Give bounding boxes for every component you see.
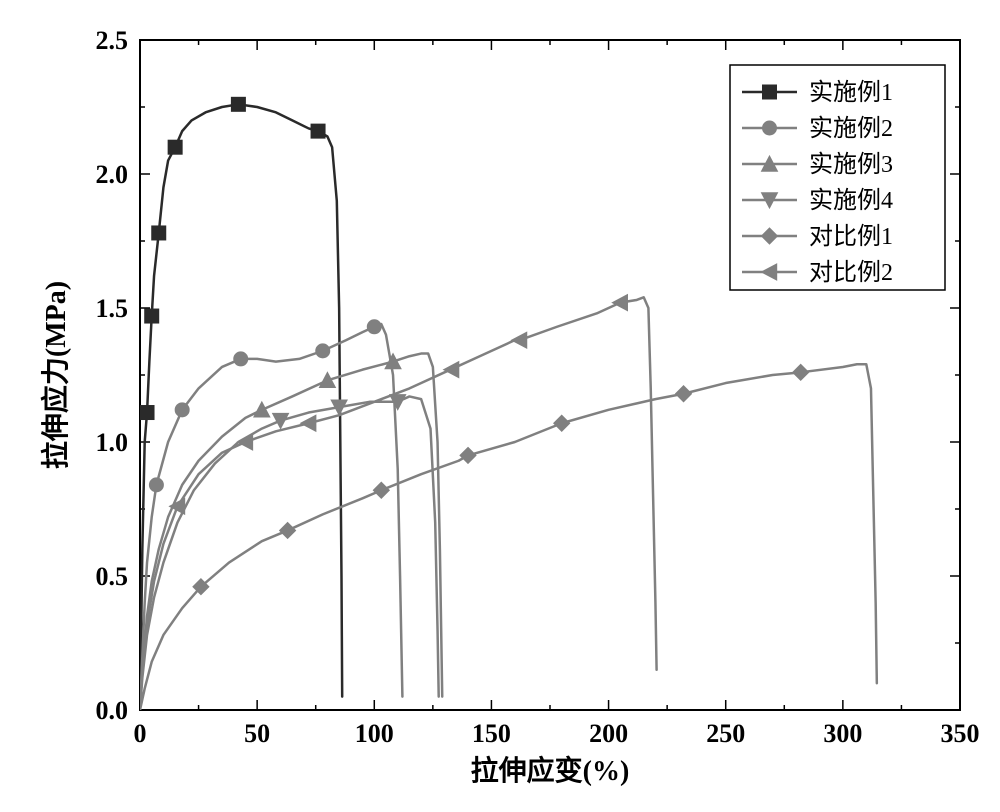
legend-label-2: 实施例3 — [809, 151, 893, 178]
legend-label-4: 对比例1 — [809, 223, 893, 250]
svg-text:300: 300 — [823, 719, 862, 748]
y-axis-label: 拉伸应力(MPa) — [39, 281, 72, 469]
legend-label-0: 实施例1 — [809, 79, 893, 106]
svg-text:2.5: 2.5 — [96, 26, 129, 55]
svg-text:0.0: 0.0 — [96, 696, 129, 725]
svg-text:2.0: 2.0 — [96, 160, 129, 189]
legend-label-1: 实施例2 — [809, 115, 893, 142]
svg-text:350: 350 — [941, 719, 980, 748]
svg-text:0.5: 0.5 — [96, 562, 129, 591]
legend-label-5: 对比例2 — [809, 259, 893, 286]
chart-container: 0 50 100 150 200 250 300 350 0.0 0.5 1.0 1.5 2.0 2.5 拉… — [20, 20, 980, 792]
x-axis-label: 拉伸应变(%) — [471, 754, 630, 787]
svg-text:0: 0 — [134, 719, 147, 748]
svg-text:150: 150 — [472, 719, 511, 748]
svg-text:50: 50 — [244, 719, 270, 748]
svg-text:100: 100 — [355, 719, 394, 748]
stress-strain-chart: 0 50 100 150 200 250 300 350 0.0 0.5 1.0 1.5 2.0 2.5 拉… — [20, 20, 980, 792]
svg-text:250: 250 — [706, 719, 745, 748]
svg-text:1.5: 1.5 — [96, 294, 129, 323]
svg-text:200: 200 — [589, 719, 628, 748]
svg-text:1.0: 1.0 — [96, 428, 129, 457]
legend-label-3: 实施例4 — [809, 187, 893, 214]
legend: 实施例1 实施例2 实施例3 实施例4 对比例1 对比例2 — [730, 65, 945, 290]
